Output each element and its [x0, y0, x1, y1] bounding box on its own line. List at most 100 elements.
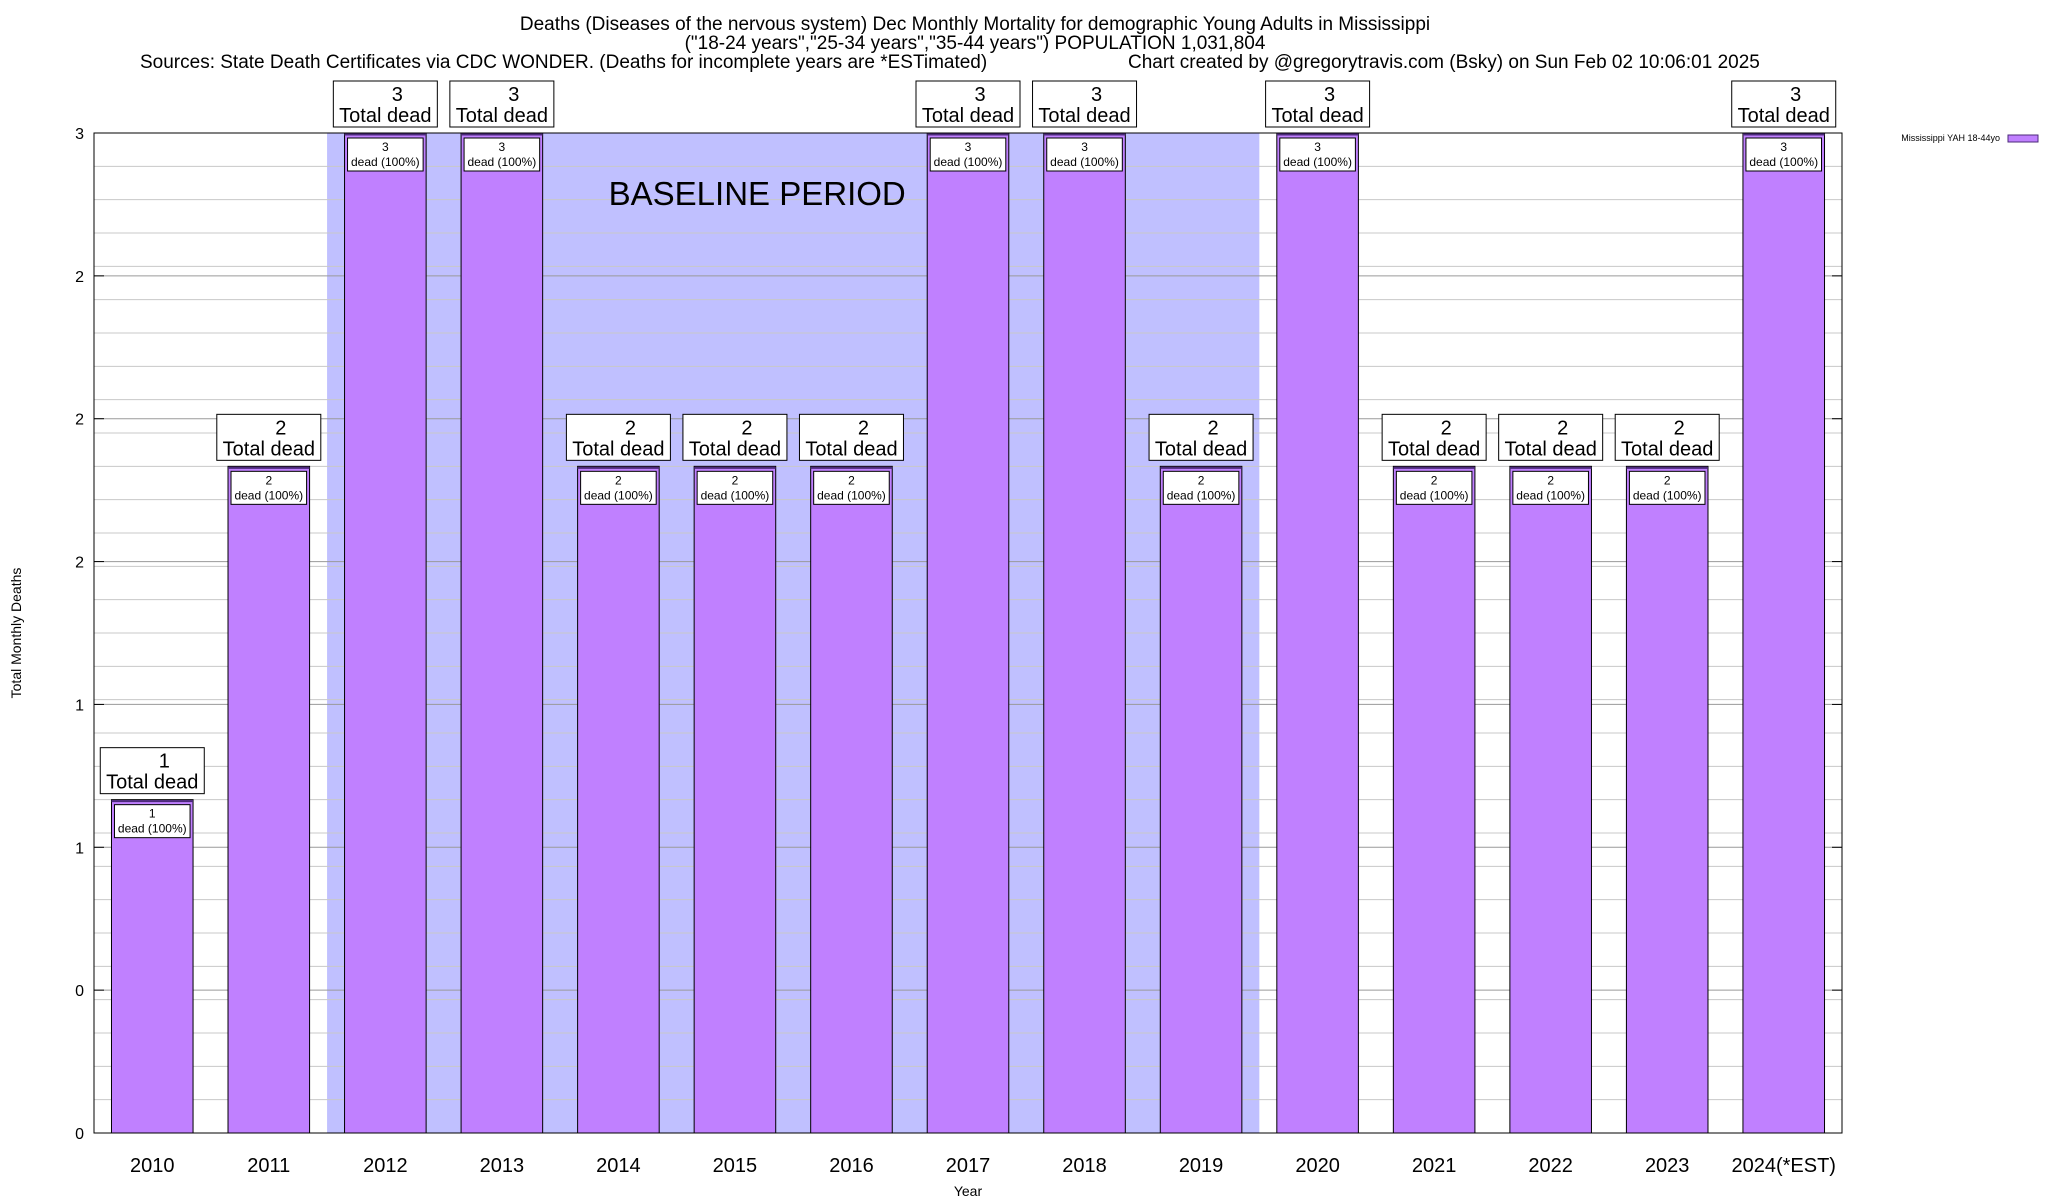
bar: [810, 465, 893, 1134]
y-tick-label: 3: [75, 126, 84, 143]
y-axis-title: Total Monthly Deaths: [8, 568, 24, 699]
bar-inner-label-count: 2: [1664, 473, 1671, 487]
bar-inner-label-count: 2: [265, 473, 272, 487]
bar-inner-label-count: 2: [848, 473, 855, 487]
x-tick-label: 2024(*EST): [1731, 1155, 1836, 1177]
chart-credit-note: Chart created by @gregorytravis.com (Bsk…: [1128, 52, 1760, 73]
bar-top-label-box: [1148, 413, 1254, 461]
bar-inner-label-box: [1512, 470, 1589, 505]
bar-inner-label-box: [813, 470, 890, 505]
bar-inner-label-count: 3: [1314, 140, 1321, 154]
chart-title: Deaths (Diseases of the nervous system) …: [519, 14, 1431, 35]
bar-top-label-text: Total dead: [1388, 438, 1480, 460]
x-tick-label: 2014: [596, 1155, 641, 1177]
bar: [1742, 132, 1826, 1134]
bar-top-label-box: [565, 413, 671, 461]
bar-top-label-text: Total dead: [1738, 105, 1830, 127]
bar-inner-label-text: dead (100%): [1167, 488, 1236, 502]
y-tick-label: 2: [75, 555, 84, 572]
x-tick-label: 2011: [247, 1155, 290, 1177]
bar-top-label-count: 3: [1790, 84, 1801, 106]
bar-inner-label-count: 2: [1431, 473, 1438, 487]
y-tick-label: 1: [75, 840, 84, 857]
bar-top-label-box: [1265, 80, 1371, 128]
bar-top-label-box: [798, 413, 904, 461]
x-axis-title: Year: [954, 1183, 983, 1199]
y-tick-label: 1: [75, 697, 84, 714]
bar-top-label-box: [216, 413, 322, 461]
x-tick-label: 2023: [1645, 1155, 1690, 1177]
bar-top-label-box: [1731, 80, 1837, 128]
bar-inner-label-count: 3: [499, 140, 506, 154]
bar-inner-label-box: [929, 137, 1007, 172]
bar-top-label-count: 2: [625, 417, 636, 439]
bar-top-label-count: 3: [1324, 84, 1335, 106]
bar-inner-label-text: dead (100%): [584, 488, 653, 502]
baseline-period-label: BASELINE PERIOD: [609, 175, 906, 212]
bar-inner-label-box: [1395, 470, 1473, 505]
bar: [693, 465, 777, 1134]
bar-top-label-text: Total dead: [922, 105, 1014, 127]
x-tick-label: 2010: [130, 1155, 175, 1177]
x-tick-label: 2019: [1179, 1155, 1224, 1177]
x-tick-label: 2016: [829, 1155, 874, 1177]
bar-inner-label-text: dead (100%): [1050, 155, 1119, 169]
bar-top-label-box: [682, 413, 788, 461]
bar-inner-label-box: [580, 470, 657, 505]
bar-inner-label-text: dead (100%): [1400, 488, 1469, 502]
bar: [1509, 465, 1592, 1134]
x-tick-label: 2017: [946, 1155, 991, 1177]
bar-inner-label-text: dead (100%): [118, 822, 187, 836]
bar-inner-label-box: [1162, 470, 1240, 505]
bar-top-label-count: 3: [508, 84, 519, 106]
bar: [110, 799, 194, 1134]
bar-inner-label-text: dead (100%): [817, 488, 886, 502]
bar: [1276, 132, 1359, 1134]
bar-inner-label-box: [113, 804, 191, 839]
legend-label: Mississippi YAH 18-44yo: [1901, 133, 2000, 143]
bar-top-label-count: 2: [1557, 417, 1568, 439]
bar-top-label-text: Total dead: [1621, 438, 1713, 460]
bar-inner-label-box: [230, 470, 308, 505]
x-tick-label: 2012: [363, 1155, 408, 1177]
plot-border: [93, 132, 1843, 1134]
bar: [227, 465, 311, 1134]
bar-inner-label-text: dead (100%): [1283, 155, 1352, 169]
bar-top-label-count: 3: [1091, 84, 1102, 106]
bar-top-label-count: 2: [1441, 417, 1452, 439]
bar-inner-label-count: 2: [615, 473, 622, 487]
bar-top-label-count: 2: [1208, 417, 1219, 439]
bar-top-label-text: Total dead: [805, 438, 897, 460]
bar: [460, 132, 544, 1134]
bar-inner-label-text: dead (100%): [1633, 488, 1702, 502]
x-tick-label: 2018: [1062, 1155, 1107, 1177]
bar-top-label-text: Total dead: [339, 105, 431, 127]
bar-inner-label-text: dead (100%): [468, 155, 537, 169]
x-tick-label: 2022: [1528, 1155, 1573, 1177]
legend-swatch: [2007, 134, 2039, 143]
bar-top-label-count: 1: [159, 751, 170, 773]
bar-inner-label-box: [696, 470, 774, 505]
bar-top-label-box: [99, 747, 205, 795]
bar-top-label-box: [1498, 413, 1604, 461]
bar-inner-label-text: dead (100%): [351, 155, 420, 169]
x-tick-label: 2013: [480, 1155, 525, 1177]
bar-inner-label-box: [347, 137, 424, 172]
bar-top-label-text: Total dead: [1155, 438, 1247, 460]
bar-inner-label-box: [463, 137, 541, 172]
bar: [577, 465, 660, 1134]
bar-top-label-count: 3: [392, 84, 403, 106]
bar-inner-label-count: 2: [732, 473, 739, 487]
bar-top-label-box: [449, 80, 555, 128]
bar-inner-label-text: dead (100%): [1749, 155, 1818, 169]
x-tick-label: 2020: [1295, 1155, 1340, 1177]
bar-top-label-text: Total dead: [456, 105, 548, 127]
x-tick-label: 2015: [713, 1155, 758, 1177]
bar-top-label-text: Total dead: [106, 772, 198, 794]
bar-inner-label-count: 1: [149, 807, 156, 821]
bar-inner-label-text: dead (100%): [1516, 488, 1585, 502]
bar-inner-label-count: 2: [1547, 473, 1554, 487]
bar-inner-label-count: 3: [1780, 140, 1787, 154]
bar: [1392, 465, 1476, 1134]
